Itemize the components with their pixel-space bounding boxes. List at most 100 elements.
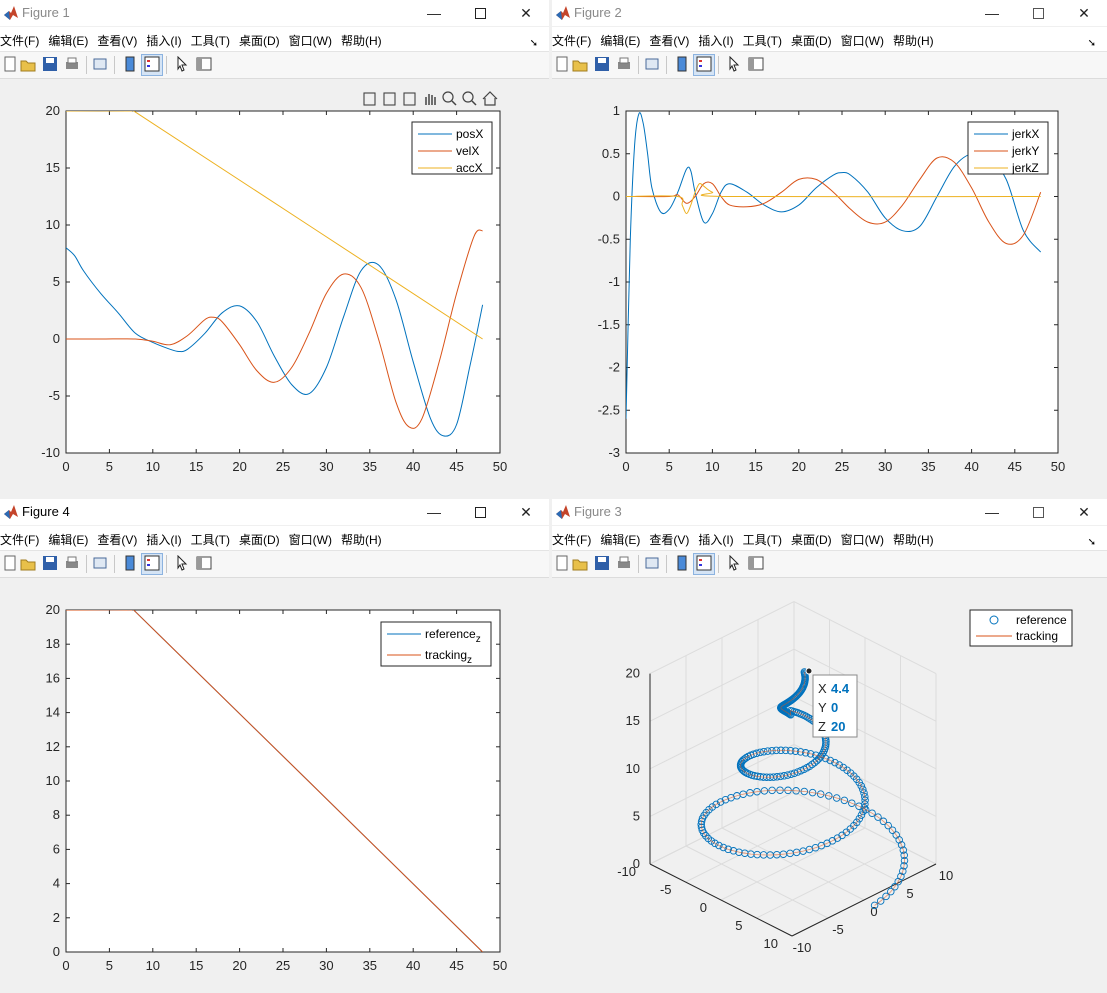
datatip: X 4.4 Y 0Z 20	[805, 667, 858, 738]
menu-window[interactable]: 窗口(W)	[288, 533, 332, 547]
pan-icon[interactable]	[425, 94, 436, 105]
zoom-in-icon[interactable]	[442, 91, 457, 106]
menu-desktop[interactable]: 桌面(D)	[238, 34, 280, 48]
link-plot-icon[interactable]	[644, 56, 660, 72]
pointer-icon[interactable]	[726, 555, 742, 571]
x-tick-label: 5	[106, 459, 113, 474]
save-icon[interactable]	[594, 56, 610, 72]
menu-file[interactable]: 文件(F)	[0, 34, 40, 48]
x-tick-label: 5	[106, 958, 113, 973]
menu-overflow-icon[interactable]: ➘	[529, 38, 538, 49]
menu-insert[interactable]: 插入(I)	[146, 34, 182, 48]
open-folder-icon[interactable]	[20, 555, 36, 571]
menu-edit[interactable]: 编辑(E)	[48, 34, 89, 48]
maximize-button[interactable]	[1015, 0, 1061, 26]
legend-icon[interactable]	[696, 555, 712, 571]
property-inspector-icon[interactable]	[196, 56, 212, 72]
print-icon[interactable]	[64, 56, 80, 72]
close-button[interactable]: ✕	[503, 0, 549, 26]
brush-icon[interactable]	[363, 92, 376, 106]
menu-file[interactable]: 文件(F)	[0, 533, 40, 547]
menu-file[interactable]: 文件(F)	[552, 34, 592, 48]
new-file-icon[interactable]	[2, 56, 18, 72]
close-button[interactable]: ✕	[1061, 499, 1107, 525]
pointer-icon[interactable]	[726, 56, 742, 72]
menu-view[interactable]: 查看(V)	[97, 34, 138, 48]
pointer-icon[interactable]	[174, 56, 190, 72]
new-file-icon[interactable]	[554, 555, 570, 571]
menu-help[interactable]: 帮助(H)	[340, 34, 382, 48]
open-folder-icon[interactable]	[20, 56, 36, 72]
legend-icon[interactable]	[144, 555, 160, 571]
minimize-button[interactable]: ―	[969, 0, 1015, 26]
print-icon[interactable]	[616, 56, 632, 72]
open-folder-icon[interactable]	[572, 56, 588, 72]
link-plot-icon[interactable]	[644, 555, 660, 571]
menu-help[interactable]: 帮助(H)	[892, 533, 934, 547]
z-tick-label: 10	[626, 761, 640, 776]
minimize-button[interactable]: ―	[411, 499, 457, 525]
colorbar-icon[interactable]	[122, 555, 138, 571]
menu-tools[interactable]: 工具(T)	[190, 533, 230, 547]
legend-label-velX: velX	[456, 144, 479, 158]
menu-insert[interactable]: 插入(I)	[698, 34, 734, 48]
menu-view[interactable]: 查看(V)	[649, 34, 690, 48]
menu-edit[interactable]: 编辑(E)	[48, 533, 89, 547]
menu-overflow-icon[interactable]: ➘	[1087, 537, 1096, 548]
link-plot-icon[interactable]	[92, 56, 108, 72]
colorbar-icon[interactable]	[122, 56, 138, 72]
menu-tools[interactable]: 工具(T)	[190, 34, 230, 48]
menu-window[interactable]: 窗口(W)	[288, 34, 332, 48]
menu-view[interactable]: 查看(V)	[649, 533, 690, 547]
legend-icon[interactable]	[696, 56, 712, 72]
print-icon[interactable]	[64, 555, 80, 571]
save-icon[interactable]	[42, 555, 58, 571]
menu-help[interactable]: 帮助(H)	[340, 533, 382, 547]
menu-tools[interactable]: 工具(T)	[742, 34, 782, 48]
pointer-icon[interactable]	[174, 555, 190, 571]
colorbar-icon[interactable]	[674, 56, 690, 72]
menu-file[interactable]: 文件(F)	[552, 533, 592, 547]
menu-tools[interactable]: 工具(T)	[742, 533, 782, 547]
menu-edit[interactable]: 编辑(E)	[600, 533, 641, 547]
new-file-icon[interactable]	[2, 555, 18, 571]
menu-desktop[interactable]: 桌面(D)	[790, 34, 832, 48]
x-tick-label: 45	[449, 958, 463, 973]
close-button[interactable]: ✕	[503, 499, 549, 525]
menu-overflow-icon[interactable]: ➘	[1087, 38, 1096, 49]
save-icon[interactable]	[594, 555, 610, 571]
home-icon[interactable]	[482, 91, 498, 106]
menu-help[interactable]: 帮助(H)	[892, 34, 934, 48]
link-plot-icon[interactable]	[92, 555, 108, 571]
menu-insert[interactable]: 插入(I)	[146, 533, 182, 547]
close-button[interactable]: ✕	[1061, 0, 1107, 26]
save-icon[interactable]	[42, 56, 58, 72]
menu-view[interactable]: 查看(V)	[97, 533, 138, 547]
legend-icon[interactable]	[144, 56, 160, 72]
colorbar-icon[interactable]	[674, 555, 690, 571]
series-line-jerkZ	[626, 182, 1041, 215]
open-folder-icon[interactable]	[572, 555, 588, 571]
minimize-button[interactable]: ―	[411, 0, 457, 26]
property-inspector-icon[interactable]	[196, 555, 212, 571]
menu-window[interactable]: 窗口(W)	[840, 533, 884, 547]
maximize-button[interactable]	[1015, 499, 1061, 525]
minimize-button[interactable]: ―	[969, 499, 1015, 525]
y-tick-label: -5	[832, 922, 844, 937]
menu-insert[interactable]: 插入(I)	[698, 533, 734, 547]
menu-window[interactable]: 窗口(W)	[840, 34, 884, 48]
print-icon[interactable]	[616, 555, 632, 571]
grid-line	[793, 648, 937, 722]
series-group	[66, 610, 483, 952]
menu-edit[interactable]: 编辑(E)	[600, 34, 641, 48]
menu-desktop[interactable]: 桌面(D)	[790, 533, 832, 547]
menu-desktop[interactable]: 桌面(D)	[238, 533, 280, 547]
zoom-out-icon[interactable]	[462, 91, 477, 106]
data-tips-icon[interactable]	[383, 92, 396, 106]
maximize-button[interactable]	[457, 499, 503, 525]
rotate-icon[interactable]	[403, 92, 416, 106]
new-file-icon[interactable]	[554, 56, 570, 72]
property-inspector-icon[interactable]	[748, 56, 764, 72]
property-inspector-icon[interactable]	[748, 555, 764, 571]
maximize-button[interactable]	[457, 0, 503, 26]
